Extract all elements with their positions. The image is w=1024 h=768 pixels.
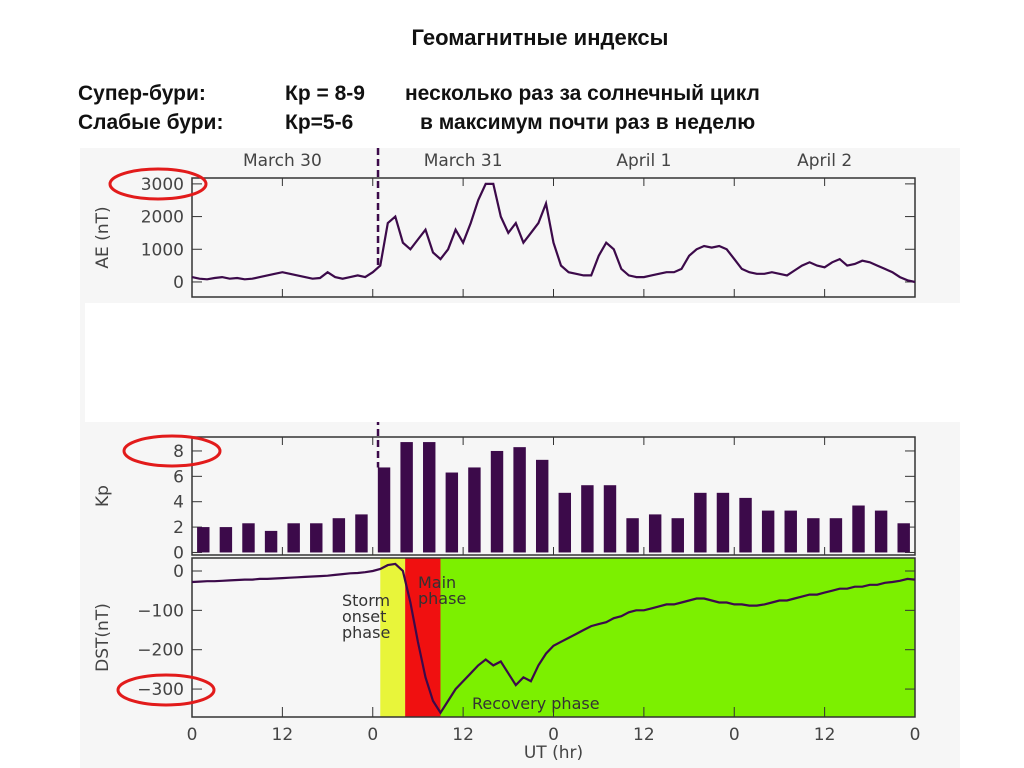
highlight-ring (116, 673, 216, 707)
bar (829, 518, 843, 553)
phase-label: phase (342, 623, 390, 642)
x-axis-title: UT (hr) (524, 743, 583, 763)
y-axis-title: AE (nT) (93, 206, 113, 268)
x-tick-label: 12 (272, 725, 294, 745)
bar (264, 530, 278, 553)
x-tick-label: 0 (187, 725, 198, 745)
y-tick-label: 6 (173, 467, 184, 487)
bar (423, 442, 436, 553)
phase-region (380, 558, 406, 717)
x-tick-label: 0 (910, 725, 921, 745)
bar (581, 485, 594, 553)
date-label: March 31 (424, 151, 503, 171)
slide-title: Геомагнитные индексы (412, 25, 669, 50)
bar (355, 514, 368, 553)
bar (332, 518, 346, 553)
phase-label: onset (342, 607, 386, 626)
phase-region (440, 558, 915, 717)
bar (535, 459, 549, 553)
bar (242, 523, 255, 553)
y-tick-label: 1000 (141, 240, 184, 260)
data-line (191, 182, 916, 284)
bar (445, 472, 459, 553)
highlight-ring (108, 167, 208, 201)
x-tick-label: 0 (548, 725, 559, 745)
phase-label: Main (418, 573, 456, 592)
bar (400, 442, 413, 553)
bar (558, 492, 572, 553)
y-tick-label: 0 (173, 562, 184, 582)
bar (287, 523, 300, 553)
date-label: April 2 (797, 151, 852, 171)
row-label: Слабые бури: (78, 111, 223, 134)
bar (671, 518, 684, 553)
y-tick-label: −100 (137, 601, 184, 621)
bar (626, 518, 639, 553)
row-kp: Кр=5-6 (285, 111, 353, 134)
bar (513, 447, 526, 553)
x-tick-label: 0 (367, 725, 378, 745)
x-tick-label: 12 (814, 725, 836, 745)
y-axis-title: DST(nT) (93, 603, 113, 672)
row-label: Супер-бури: (78, 82, 206, 105)
highlight-ring (122, 434, 222, 468)
phase-label: Storm (342, 591, 390, 610)
bar (603, 485, 617, 553)
bar (716, 492, 730, 553)
bar (468, 467, 481, 553)
date-label: April 1 (616, 151, 671, 171)
occluder (85, 303, 960, 422)
bar (761, 510, 775, 553)
y-tick-label: 3000 (141, 175, 184, 195)
row-text: в максимум почти раз в неделю (420, 111, 755, 134)
phase-region (405, 558, 441, 717)
y-tick-label: 2 (173, 518, 184, 538)
bar (784, 510, 797, 553)
y-tick-label: 4 (173, 493, 184, 513)
row-text: несколько раз за солнечный цикл (405, 82, 760, 105)
phase-label: phase (418, 589, 466, 608)
x-tick-label: 0 (729, 725, 740, 745)
y-tick-label: −300 (137, 680, 184, 700)
bar (310, 523, 323, 553)
phase-label: Recovery phase (472, 694, 600, 713)
bar (219, 527, 233, 553)
y-tick-label: 0 (173, 543, 184, 563)
data-line (191, 562, 916, 715)
bar (197, 527, 210, 553)
bar (807, 518, 820, 553)
y-tick-label: 0 (173, 273, 184, 293)
bar (874, 510, 888, 553)
bar (377, 467, 391, 553)
bar (739, 497, 752, 553)
x-tick-label: 12 (633, 725, 655, 745)
y-axis-title: Kp (93, 485, 113, 507)
bar (852, 505, 865, 553)
x-tick-label: 12 (452, 725, 474, 745)
y-tick-label: 2000 (141, 208, 184, 228)
bar (490, 450, 504, 553)
date-label: March 30 (243, 151, 322, 171)
bar (694, 492, 707, 553)
bar (648, 514, 662, 553)
y-tick-label: −200 (137, 641, 184, 661)
y-tick-label: 8 (173, 442, 184, 462)
row-kp: Кр = 8-9 (285, 82, 365, 105)
bar (897, 523, 910, 553)
